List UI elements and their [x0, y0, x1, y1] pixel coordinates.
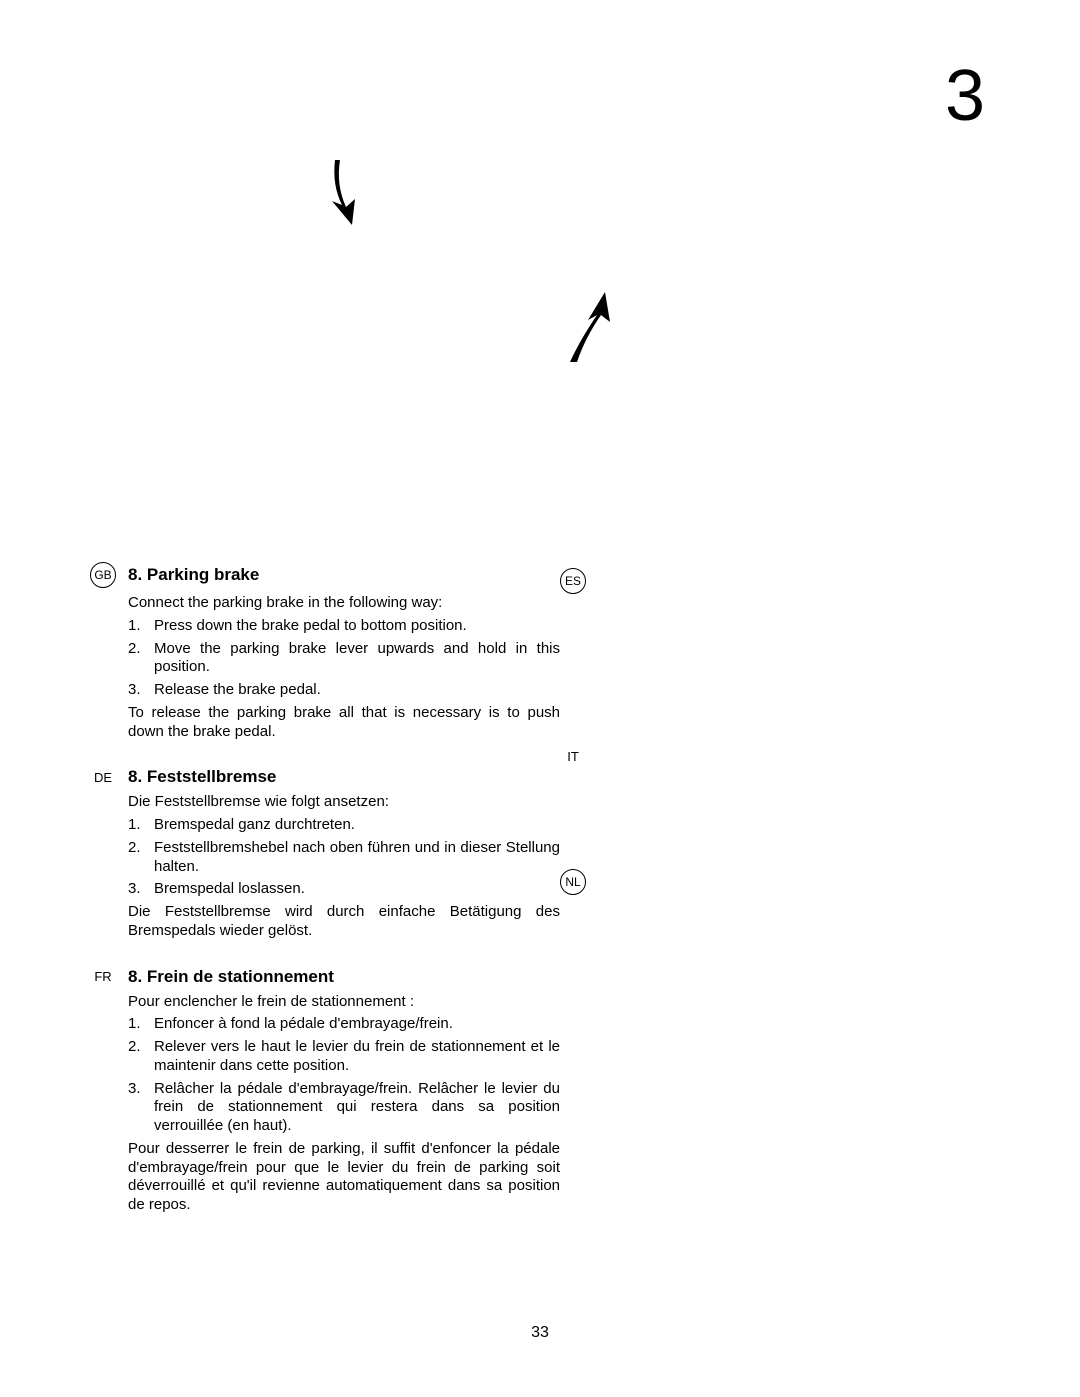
left-column: GB 8. Parking brake Connect the parking …: [90, 562, 560, 1241]
outro-text: Die Feststellbremse wird durch einfache …: [128, 903, 560, 941]
badge-row-nl: NL: [560, 869, 940, 895]
arrow-up-icon: [555, 280, 625, 370]
badge-row-it: IT: [560, 749, 940, 764]
list-item: Relâcher la pédale d'embrayage/frein. Re…: [128, 1080, 560, 1136]
lang-badge-nl: NL: [560, 869, 586, 895]
list-item: Feststellbremshebel nach oben führen und…: [128, 839, 560, 877]
section-title-de: 8. Feststellbremse: [128, 767, 276, 787]
lang-badge-fr: FR: [90, 969, 116, 984]
section-header-de: DE 8. Feststellbremse: [90, 767, 560, 787]
lang-badge-es: ES: [560, 568, 586, 594]
chapter-number: 3: [945, 55, 985, 137]
section-title-fr: 8. Frein de stationnement: [128, 967, 334, 987]
list-item: Enfoncer à fond la pédale d'embrayage/fr…: [128, 1015, 560, 1034]
intro-text: Connect the parking brake in the followi…: [128, 594, 560, 613]
list-item: Move the parking brake lever upwards and…: [128, 640, 560, 678]
intro-text: Die Feststellbremse wie folgt ansetzen:: [128, 793, 560, 812]
section-header-gb: GB 8. Parking brake: [90, 562, 560, 588]
section-fr: FR 8. Frein de stationnement Pour enclen…: [90, 967, 560, 1215]
section-de: DE 8. Feststellbremse Die Feststellbrems…: [90, 767, 560, 940]
section-gb: GB 8. Parking brake Connect the parking …: [90, 562, 560, 741]
lang-badge-it: IT: [560, 749, 586, 764]
list-item: Release the brake pedal.: [128, 681, 560, 700]
arrow-down-icon: [310, 155, 370, 235]
list-item: Press down the brake pedal to bottom pos…: [128, 617, 560, 636]
section-title-gb: 8. Parking brake: [128, 565, 259, 585]
list-item: Relever vers le haut le levier du frein …: [128, 1038, 560, 1076]
lang-badge-gb: GB: [90, 562, 116, 588]
section-body-de: Die Feststellbremse wie folgt ansetzen: …: [128, 793, 560, 940]
section-header-fr: FR 8. Frein de stationnement: [90, 967, 560, 987]
badge-row-es: ES: [560, 568, 940, 594]
list-item: Bremspedal ganz durchtreten.: [128, 816, 560, 835]
content-area: GB 8. Parking brake Connect the parking …: [90, 562, 990, 1241]
outro-text: To release the parking brake all that is…: [128, 704, 560, 742]
page-number: 33: [0, 1324, 1080, 1342]
outro-text: Pour desserrer le frein de parking, il s…: [128, 1140, 560, 1215]
list-item: Bremspedal loslassen.: [128, 880, 560, 899]
intro-text: Pour enclencher le frein de stationnemen…: [128, 993, 560, 1012]
right-column: ES IT NL: [560, 562, 940, 1241]
section-body-gb: Connect the parking brake in the followi…: [128, 594, 560, 741]
section-body-fr: Pour enclencher le frein de stationnemen…: [128, 993, 560, 1215]
lang-badge-de: DE: [90, 770, 116, 785]
